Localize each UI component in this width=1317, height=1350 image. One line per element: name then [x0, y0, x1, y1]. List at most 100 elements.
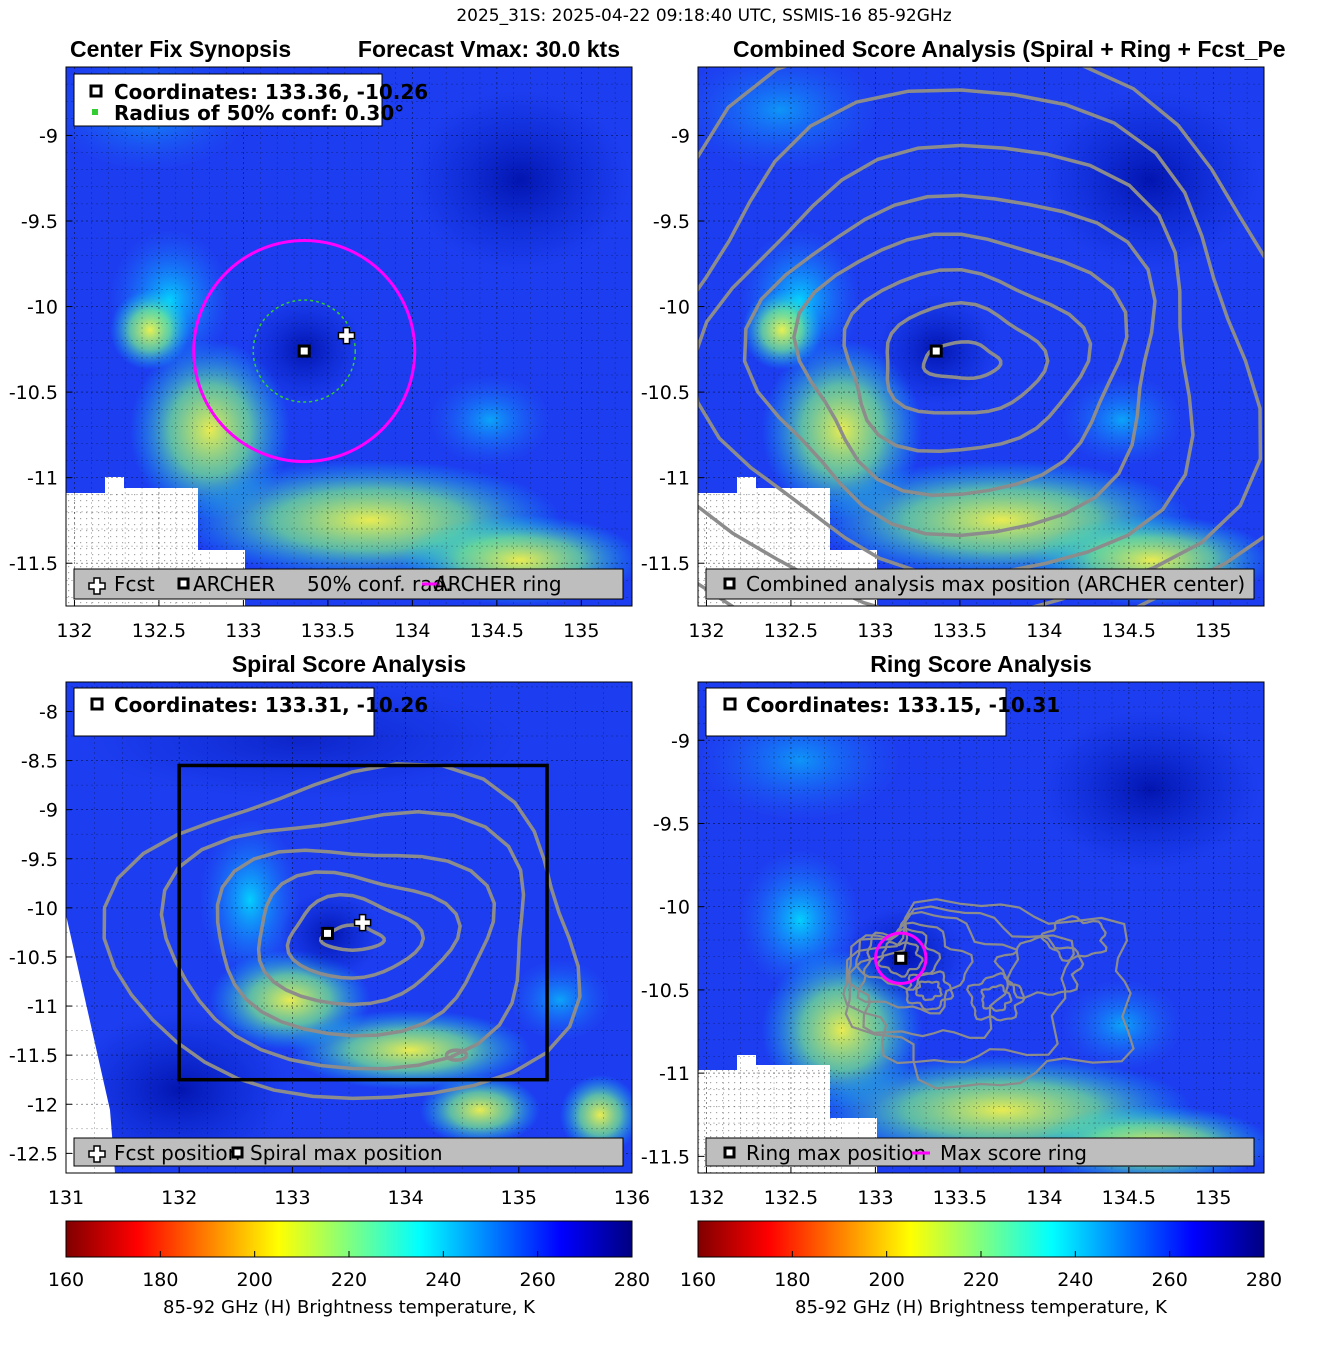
colorbar-tick-label: 220 — [963, 1269, 999, 1291]
colorbar-tick-label: 240 — [1057, 1269, 1093, 1291]
y-tick-label: -11 — [27, 996, 58, 1018]
spiral-score-contour — [215, 848, 497, 1038]
panel-c-title: Spiral Score Analysis — [232, 651, 466, 677]
panel-d-coordinates: Coordinates: 133.15, -10.31 — [746, 693, 1060, 717]
colorbar-tick-label: 220 — [331, 1269, 367, 1291]
x-tick-label: 135 — [1195, 620, 1231, 642]
y-tick-label: -9.5 — [21, 849, 58, 871]
legend-fcst-icon — [88, 577, 106, 595]
panel-b-ticks: 132 132.5 133 133.5 134 134.5 135 -9 -9.5 -10 -10.… — [641, 125, 1232, 642]
x-tick-label: 134 — [394, 620, 430, 642]
panel-c-search-box — [177, 763, 549, 1082]
y-tick-label: -11.5 — [9, 553, 58, 575]
y-tick-label: -11 — [659, 1063, 690, 1085]
panel-d-heatmap — [698, 682, 1264, 1173]
panel-c-heatmap — [66, 682, 632, 1173]
panel-c-fcst-marker — [353, 913, 372, 932]
ring-score-contour — [905, 970, 955, 1011]
y-tick-label: -10 — [659, 297, 690, 319]
colorbar-right-label: 85-92 GHz (H) Brightness temperature, K — [795, 1297, 1168, 1318]
combined-score-contour — [885, 301, 1050, 415]
legend-fcst-label: Fcst — [114, 572, 155, 596]
y-tick-label: -10 — [659, 897, 690, 919]
y-tick-label: -8.5 — [21, 751, 58, 773]
colorbar-tick-label: 180 — [774, 1269, 810, 1291]
combined-max-marker — [929, 344, 943, 358]
legend-ring-max-label: Ring max position — [746, 1141, 926, 1165]
panel-a-forecast-vmax: Forecast Vmax: 30.0 kts — [358, 36, 620, 62]
y-tick-label: -10 — [27, 898, 58, 920]
x-tick-label: 133.5 — [933, 620, 987, 642]
x-tick-label: 132.5 — [764, 1187, 818, 1209]
legend-combined-icon — [723, 577, 736, 590]
combined-score-contour — [698, 143, 1195, 578]
panel-a-confidence-circle — [252, 299, 356, 403]
colorbar-tick-label: 200 — [869, 1269, 905, 1291]
y-tick-label: -9 — [39, 800, 58, 822]
y-tick-label: -9.5 — [21, 211, 58, 233]
legend-fcst-position-icon — [88, 1145, 106, 1163]
legend-archer-ring-label: ARCHER ring — [434, 572, 562, 596]
x-tick-label: 131 — [48, 1187, 84, 1209]
x-tick-label: 133 — [274, 1187, 310, 1209]
spiral-score-contour — [444, 1048, 469, 1062]
x-tick-label: 134 — [1026, 620, 1062, 642]
panel-b-max-marker — [929, 344, 943, 358]
panel-a-archer-ring — [192, 239, 417, 464]
y-tick-label: -9.5 — [653, 813, 690, 835]
ring-score-contour — [862, 927, 942, 991]
panel-a-radius-conf: Radius of 50% conf: 0.30° — [114, 101, 404, 125]
panel-a-info-box: Coordinates: 133.36, -10.26 Radius of 50… — [73, 73, 428, 127]
colorbar-tick-label: 260 — [1152, 1269, 1188, 1291]
ring-score-contour — [993, 935, 1085, 1000]
x-tick-label: 133.5 — [301, 620, 355, 642]
y-tick-label: -8 — [39, 701, 58, 723]
panel-d-ring-max-marker — [894, 951, 908, 965]
panel-a-archer-marker — [297, 344, 311, 358]
panel-a-heatmap — [66, 67, 632, 606]
legend-max-score-ring-label: Max score ring — [940, 1141, 1087, 1165]
y-tick-label: -11.5 — [641, 553, 690, 575]
x-tick-label: 132 — [688, 1187, 724, 1209]
archer-center-marker — [297, 344, 311, 358]
y-tick-label: -10.5 — [641, 980, 690, 1002]
legend-spiral-max-icon — [231, 1146, 244, 1159]
y-tick-label: -10.5 — [9, 382, 58, 404]
panel-ring-score-analysis: Ring Score Analysis Coordinates: 133.15,… — [641, 651, 1265, 1209]
panel-d-legend: Ring max position Max score ring — [705, 1137, 1255, 1167]
spiral-score-contour — [285, 892, 426, 980]
y-tick-label: -11.5 — [641, 1146, 690, 1168]
x-tick-label: 134.5 — [470, 620, 524, 642]
ring-score-contour — [915, 980, 943, 1002]
panel-b-title: Combined Score Analysis (Spiral + Ring +… — [733, 36, 1286, 62]
x-tick-label: 132 — [161, 1187, 197, 1209]
colorbar-right: 160 180 200 220 240 260 280 85-92 GHz (H) Brig… — [680, 1220, 1282, 1318]
panel-c-contours — [102, 762, 582, 1101]
y-tick-label: -9 — [671, 730, 690, 752]
fcst-position-marker — [337, 326, 356, 345]
combined-score-contour — [792, 232, 1129, 498]
x-tick-label: 133 — [857, 1187, 893, 1209]
panel-c-ticks: 131 132 133 134 135 136 -8 -8.5 -9 -9.5 -10 -10.5 -1… — [9, 701, 650, 1209]
panel-center-fix-synopsis: Center Fix Synopsis Forecast Vmax: 30.0 … — [9, 36, 633, 642]
panel-b-heatmap — [698, 67, 1264, 606]
ring-score-contour — [855, 921, 974, 1015]
y-tick-label: -11.5 — [9, 1045, 58, 1067]
panel-d-max-score-ring — [874, 931, 928, 985]
colorbar-left-label: 85-92 GHz (H) Brightness temperature, K — [163, 1297, 536, 1318]
colorbar-tick-label: 180 — [142, 1269, 178, 1291]
colorbar-tick-label: 280 — [1246, 1269, 1282, 1291]
panel-c-spiral-max-marker — [320, 926, 334, 940]
colorbar-tick-label: 160 — [48, 1269, 84, 1291]
ring-max-marker — [894, 951, 908, 965]
panel-a-ticks: 132 132.5 133 133.5 134 134.5 135 -9 -9.5 -10 -10.… — [9, 125, 600, 642]
y-tick-label: -12 — [27, 1094, 58, 1116]
y-tick-label: -9.5 — [653, 211, 690, 233]
y-tick-label: -11 — [27, 468, 58, 490]
spiral-score-contour — [102, 762, 582, 1101]
x-tick-label: 134 — [387, 1187, 423, 1209]
x-tick-label: 135 — [563, 620, 599, 642]
panel-d-ticks: 132 132.5 133 133.5 134 134.5 135 -9 -9.5 -10 -10.… — [641, 730, 1232, 1209]
x-tick-label: 132 — [56, 620, 92, 642]
